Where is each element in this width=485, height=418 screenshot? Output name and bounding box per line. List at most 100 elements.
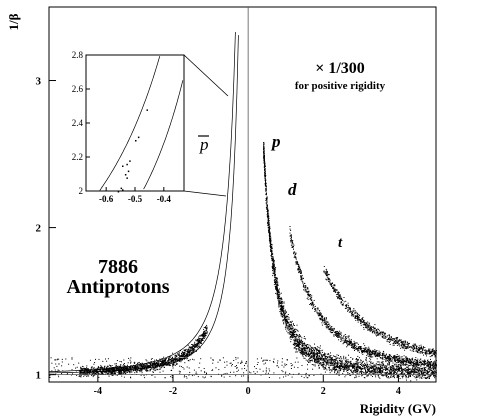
data-point: [263, 155, 265, 156]
data-point: [409, 364, 411, 366]
data-point: [408, 369, 409, 371]
data-point: [353, 340, 355, 342]
data-point: [407, 366, 409, 368]
data-point: [293, 325, 295, 326]
data-point: [351, 343, 353, 345]
data-point: [106, 366, 108, 368]
data-point: [265, 192, 267, 194]
data-point: [426, 365, 428, 367]
data-point: [268, 215, 270, 217]
data-point: [320, 350, 322, 352]
data-point: [268, 230, 270, 231]
data-point: [265, 185, 267, 187]
data-point: [319, 345, 321, 347]
data-point: [166, 358, 168, 360]
data-point: [310, 356, 312, 358]
data-point: [131, 367, 133, 369]
data-point: [434, 375, 436, 377]
data-point: [266, 196, 268, 198]
data-point: [324, 357, 326, 359]
data-point: [269, 227, 271, 229]
data-point: [291, 243, 293, 245]
data-point: [115, 363, 117, 365]
data-point: [177, 353, 179, 355]
data-point: [201, 335, 203, 336]
data-point: [393, 360, 395, 362]
data-point: [191, 346, 193, 348]
data-point: [408, 358, 410, 360]
data-point: [279, 302, 280, 304]
data-point: [269, 238, 270, 239]
data-point: [408, 366, 410, 368]
data-point: [276, 283, 278, 285]
data-point: [161, 362, 163, 363]
data-point: [416, 369, 418, 370]
data-point: [344, 366, 346, 368]
data-point: [89, 370, 91, 372]
data-point: [289, 330, 291, 332]
data-point: [113, 369, 115, 371]
data-point: [291, 325, 293, 327]
data-point: [267, 219, 269, 221]
data-point: [199, 342, 201, 344]
data-point: [198, 344, 200, 346]
data-point: [277, 289, 279, 291]
data-point: [289, 327, 291, 329]
data-point: [136, 366, 138, 368]
data-point: [267, 226, 269, 228]
data-point: [125, 368, 127, 370]
data-point: [394, 377, 395, 379]
data-point: [369, 371, 371, 373]
data-point: [336, 371, 338, 373]
data-point: [115, 372, 116, 374]
data-point: [294, 340, 296, 342]
data-point: [314, 358, 316, 360]
data-point: [428, 368, 430, 370]
data-point: [298, 346, 300, 348]
data-point: [185, 354, 187, 356]
data-point: [301, 348, 303, 350]
data-point: [108, 364, 110, 366]
data-point: [395, 356, 397, 358]
data-point: [199, 347, 201, 349]
data-point: [355, 371, 357, 372]
data-point: [93, 375, 95, 376]
data-point: [343, 368, 345, 370]
data-point: [333, 363, 335, 365]
data-point: [293, 331, 295, 333]
data-point: [134, 362, 136, 364]
data-point: [293, 343, 295, 345]
data-point: [396, 359, 398, 361]
data-point: [264, 161, 266, 163]
data-point: [106, 368, 108, 370]
data-point: [398, 358, 400, 360]
data-point: [174, 364, 176, 366]
data-point: [417, 375, 419, 377]
data-point: [264, 170, 266, 172]
data-point: [316, 349, 317, 351]
data-point: [274, 272, 276, 274]
data-point: [192, 349, 194, 351]
data-point: [270, 235, 272, 237]
data-point: [93, 369, 95, 371]
data-point: [286, 316, 287, 318]
data-point: [288, 328, 290, 330]
data-point: [323, 322, 325, 324]
data-point: [365, 347, 367, 349]
data-point: [124, 367, 126, 369]
data-point: [366, 361, 368, 363]
data-point: [266, 201, 268, 203]
data-point: [354, 349, 355, 351]
data-point: [191, 348, 193, 350]
data-point: [126, 367, 128, 369]
data-point: [345, 361, 347, 363]
data-point: [271, 255, 273, 257]
data-point: [333, 355, 335, 357]
data-point: [349, 362, 351, 364]
data-point: [176, 359, 177, 361]
data-point: [300, 353, 302, 355]
data-point: [339, 362, 341, 364]
data-point: [395, 365, 397, 367]
data-point: [272, 268, 274, 270]
data-point: [388, 359, 390, 361]
